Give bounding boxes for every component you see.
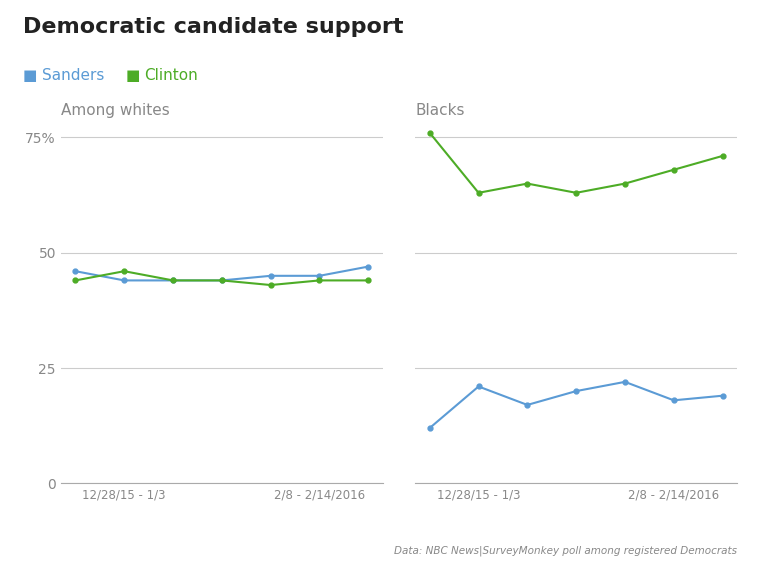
Text: Sanders: Sanders — [42, 69, 104, 83]
Text: ■: ■ — [125, 69, 140, 83]
Text: Blacks: Blacks — [415, 103, 464, 119]
Text: ■: ■ — [23, 69, 37, 83]
Text: Democratic candidate support: Democratic candidate support — [23, 17, 404, 37]
Text: Clinton: Clinton — [144, 69, 198, 83]
Text: Data: NBC News|SurveyMonkey poll among registered Democrats: Data: NBC News|SurveyMonkey poll among r… — [394, 546, 737, 556]
Text: Among whites: Among whites — [61, 103, 169, 119]
